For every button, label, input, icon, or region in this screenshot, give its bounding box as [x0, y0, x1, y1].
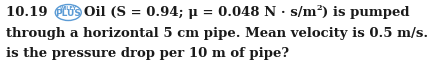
Text: is the pressure drop per 10 m of pipe?: is the pressure drop per 10 m of pipe?	[6, 47, 289, 60]
Text: 2: 2	[317, 4, 322, 12]
Text: 2: 2	[317, 4, 322, 12]
Text: through a horizontal 5 cm pipe. Mean velocity is 0.5 m/s. What: through a horizontal 5 cm pipe. Mean vel…	[6, 26, 428, 39]
Text: 10.19: 10.19	[6, 6, 52, 19]
Text: PLUS: PLUS	[55, 10, 81, 18]
Text: WILEY: WILEY	[59, 6, 77, 12]
Text: ) is pumped: ) is pumped	[322, 6, 410, 19]
Text: Oil (S = 0.94; μ = 0.048 N · s/m: Oil (S = 0.94; μ = 0.048 N · s/m	[84, 6, 317, 19]
